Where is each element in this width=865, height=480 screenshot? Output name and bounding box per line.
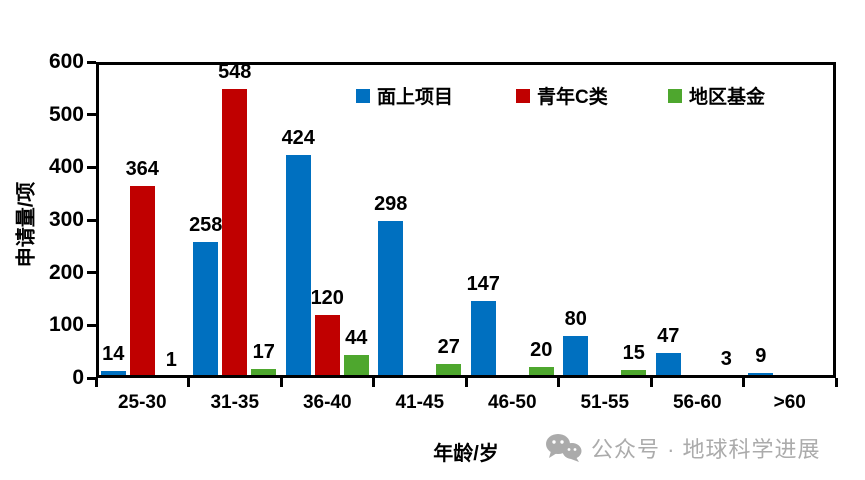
bar-value-label: 27 [437, 335, 460, 358]
x-tick-mark [94, 378, 98, 387]
bar-面上项目-56-60 [655, 353, 681, 378]
x-tick-mark [649, 378, 653, 387]
bar-青年C类-31-35 [222, 89, 248, 378]
x-tick-mark [279, 378, 283, 387]
bar-地区基金-46-50 [528, 367, 554, 378]
y-tick-label: 400 [48, 155, 84, 179]
y-tick-mark [87, 60, 96, 64]
legend-label: 青年C类 [537, 87, 608, 108]
bar-面上项目-51-55 [563, 335, 589, 378]
x-tick-label: 36-40 [302, 392, 352, 413]
y-tick-mark [87, 271, 96, 275]
y-tick-label: 600 [48, 50, 84, 73]
x-tick-mark [557, 378, 560, 387]
bar-地区基金-41-45 [436, 363, 462, 378]
x-tick-label: 56-60 [672, 392, 722, 413]
bar-地区基金-51-55 [621, 370, 647, 378]
bar-value-label: 3 [720, 348, 732, 371]
x-tick-label: 41-45 [395, 392, 445, 413]
bar-面上项目-25-30 [100, 370, 126, 378]
bar-value-label: 80 [564, 307, 587, 330]
bar-面上项目-46-50 [470, 300, 496, 378]
x-tick-label: 46-50 [487, 392, 537, 413]
watermark-text: 公众号 · 地球科学进展 [591, 437, 821, 462]
x-tick-mark [834, 378, 838, 387]
bar-value-label: 364 [125, 158, 159, 181]
bar-value-label: 47 [657, 325, 680, 348]
bar-value-label: 14 [102, 342, 125, 365]
legend-swatch-green [668, 88, 682, 103]
legend-label: 地区基金 [689, 87, 766, 108]
x-tick-mark [742, 378, 745, 387]
bar-value-label: 424 [281, 126, 315, 149]
x-tick-label: >60 [773, 392, 806, 413]
x-tick-mark [464, 378, 468, 387]
bar-value-label: 147 [466, 272, 500, 295]
y-tick-label: 0 [72, 366, 84, 389]
legend-item-mianshang: 面上项目 [356, 82, 453, 109]
y-axis-title: 申请量/项 [15, 181, 38, 268]
x-tick-mark [187, 378, 190, 387]
wechat-icon [545, 433, 582, 463]
y-tick-mark [87, 165, 96, 169]
x-tick-label: 25-30 [117, 392, 167, 413]
bar-value-label: 548 [218, 61, 252, 84]
bar-地区基金-36-40 [343, 354, 369, 378]
legend-item-diqu: 地区基金 [668, 82, 765, 109]
bar-面上项目->60 [748, 373, 774, 378]
legend-swatch-red [516, 88, 530, 103]
bar-青年C类-36-40 [314, 314, 340, 378]
legend-swatch-blue [356, 88, 370, 103]
bar-面上项目-41-45 [378, 221, 404, 378]
bar-value-label: 258 [189, 214, 223, 237]
bar-value-label: 1 [165, 349, 177, 372]
x-tick-label: 31-35 [210, 392, 260, 413]
y-tick-label: 200 [48, 260, 84, 284]
y-tick-mark [87, 376, 96, 380]
y-tick-mark [87, 113, 96, 117]
x-axis-title: 年龄/岁 [433, 443, 499, 465]
bar-青年C类-25-30 [129, 186, 155, 378]
bar-地区基金-25-30 [158, 377, 184, 378]
bar-面上项目-36-40 [285, 154, 311, 378]
bar-地区基金-56-60 [713, 376, 739, 378]
bar-value-label: 120 [310, 286, 344, 309]
bar-value-label: 15 [622, 342, 645, 365]
y-tick-label: 500 [48, 102, 84, 126]
y-tick-label: 100 [48, 313, 84, 337]
bar-value-label: 20 [530, 339, 553, 362]
legend-item-qingnian: 青年C类 [516, 82, 608, 109]
x-tick-label: 51-55 [580, 392, 630, 413]
y-tick-label: 300 [48, 208, 84, 231]
y-tick-mark [87, 218, 96, 222]
y-tick-mark [87, 323, 96, 327]
bar-地区基金-31-35 [251, 369, 277, 378]
bar-value-label: 44 [345, 326, 368, 349]
watermark: 公众号 · 地球科学进展 [545, 432, 821, 464]
legend-label: 面上项目 [377, 87, 454, 108]
bar-面上项目-31-35 [193, 242, 219, 378]
bar-value-label: 17 [252, 341, 275, 364]
bar-value-label: 298 [374, 193, 408, 216]
bar-value-label: 9 [755, 345, 767, 368]
x-tick-mark [372, 378, 375, 387]
